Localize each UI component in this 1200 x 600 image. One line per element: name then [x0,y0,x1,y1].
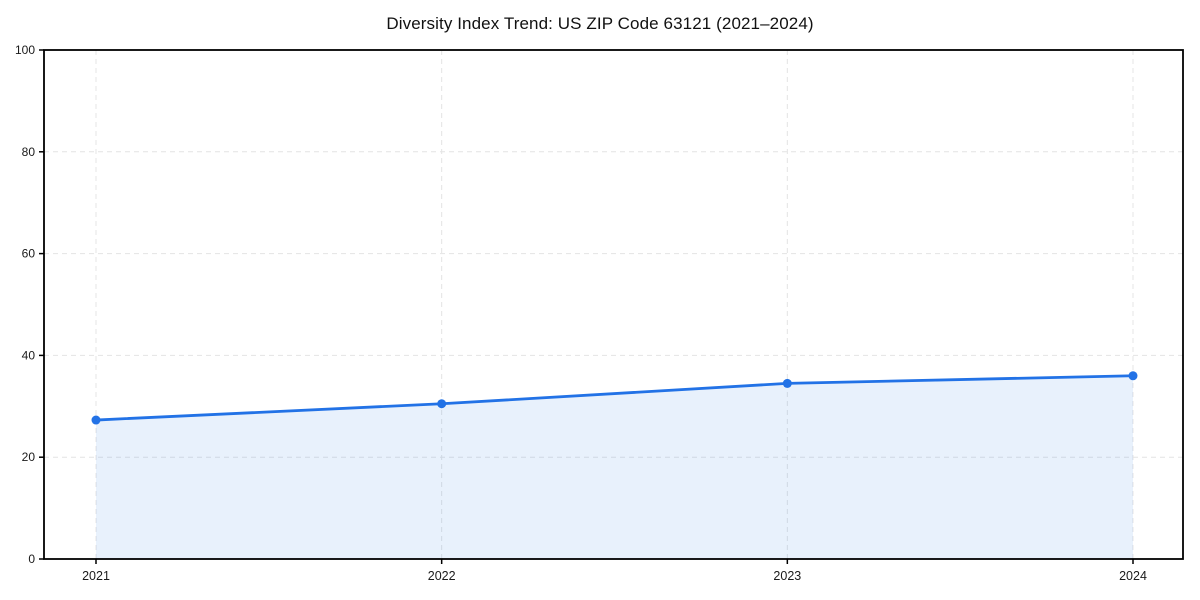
x-tick-label: 2024 [1119,569,1147,583]
y-tick-label: 100 [15,43,35,57]
x-tick-label: 2021 [82,569,110,583]
data-point-2023 [782,378,792,388]
y-tick-label: 0 [28,552,35,566]
plot-frame [43,49,1184,560]
area-fill [96,375,1133,559]
x-tick-label: 2022 [428,569,456,583]
data-point-2021 [91,415,101,425]
x-tick-label: 2023 [773,569,801,583]
data-point-2024 [1128,371,1138,381]
y-tick-label: 60 [22,247,36,261]
y-tick-label: 40 [22,348,36,362]
data-point-2022 [437,399,447,409]
y-tick-label: 20 [22,450,36,464]
trend-line [94,374,1135,422]
y-tick-label: 80 [22,145,36,159]
chart-title: Diversity Index Trend: US ZIP Code 63121… [386,14,814,33]
